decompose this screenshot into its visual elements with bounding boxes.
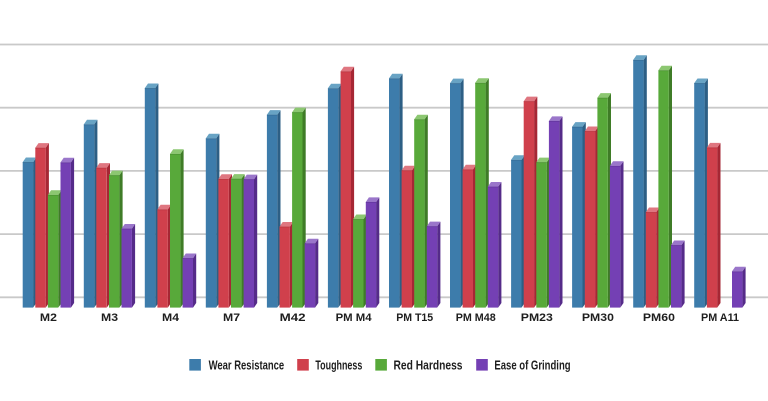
svg-text:M3: M3 — [101, 312, 118, 324]
svg-text:M2: M2 — [40, 312, 57, 324]
svg-text:Toughness: Toughness — [315, 358, 362, 373]
svg-text:PM A11: PM A11 — [701, 312, 739, 324]
svg-text:Wear Resistance: Wear Resistance — [209, 358, 285, 373]
svg-text:M7: M7 — [223, 312, 240, 324]
svg-text:Ease of Grinding: Ease of Grinding — [494, 358, 570, 373]
svg-text:PM23: PM23 — [521, 312, 553, 324]
svg-text:M4: M4 — [162, 312, 180, 324]
svg-text:Red Hardness: Red Hardness — [394, 358, 463, 373]
svg-text:PM T15: PM T15 — [396, 312, 433, 324]
svg-text:M42: M42 — [280, 312, 306, 324]
svg-text:PM60: PM60 — [643, 312, 675, 324]
svg-text:PM M4: PM M4 — [336, 312, 373, 324]
svg-text:PM30: PM30 — [582, 312, 614, 324]
svg-text:PM M48: PM M48 — [456, 312, 496, 324]
